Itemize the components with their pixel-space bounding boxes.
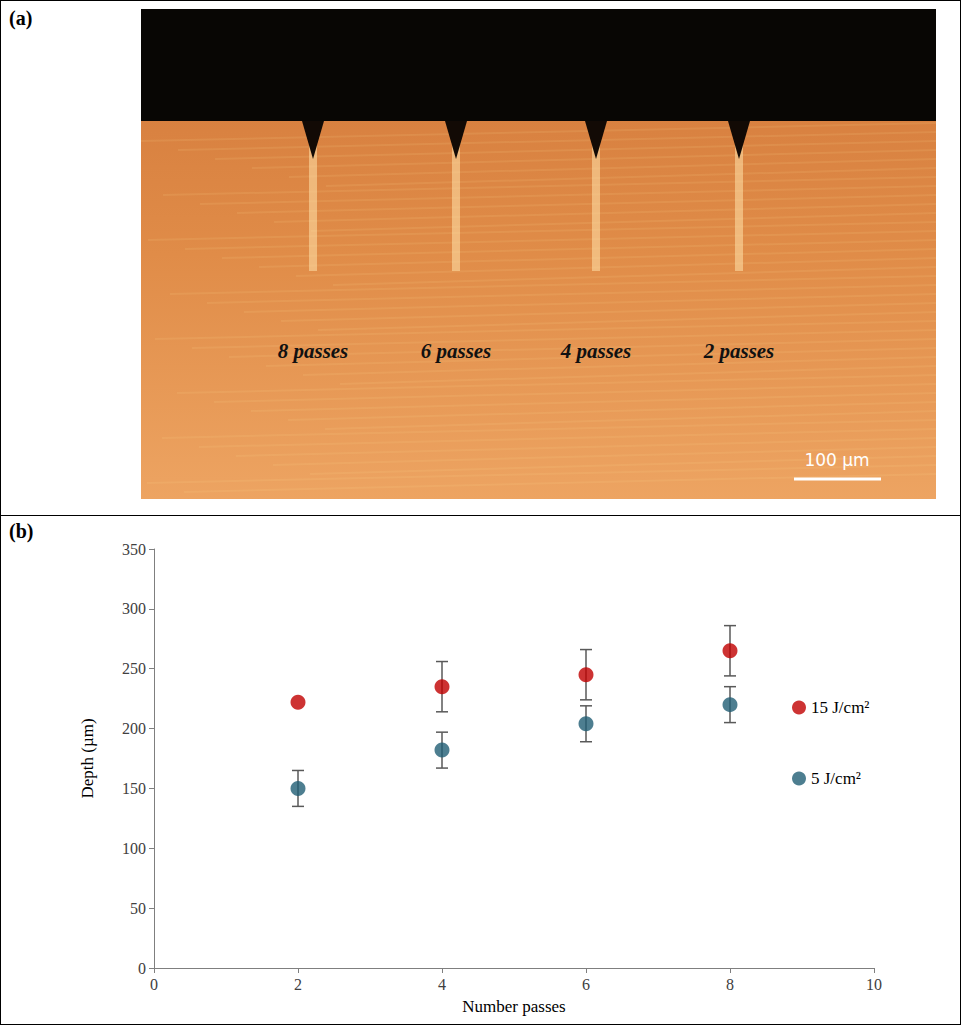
svg-text:250: 250 [122, 660, 146, 677]
svg-text:100 µm: 100 µm [804, 450, 869, 470]
svg-text:2 passes: 2 passes [703, 339, 775, 363]
svg-text:50: 50 [130, 900, 146, 917]
svg-text:200: 200 [122, 720, 146, 737]
svg-text:150: 150 [122, 780, 146, 797]
svg-text:100: 100 [122, 840, 146, 857]
svg-text:350: 350 [122, 541, 146, 558]
svg-text:10: 10 [866, 976, 882, 993]
svg-text:6: 6 [582, 976, 590, 993]
svg-text:4 passes: 4 passes [560, 339, 632, 363]
svg-text:300: 300 [122, 600, 146, 617]
svg-text:15 J/cm²: 15 J/cm² [811, 698, 869, 717]
svg-text:Number passes: Number passes [462, 997, 565, 1016]
svg-text:8 passes: 8 passes [278, 339, 349, 363]
svg-text:6 passes: 6 passes [421, 339, 492, 363]
svg-text:(a): (a) [9, 7, 32, 30]
svg-text:0: 0 [150, 976, 158, 993]
html-text:(b): (b) [9, 520, 34, 542]
svg-text:4: 4 [438, 976, 446, 993]
svg-text:0: 0 [138, 960, 146, 977]
svg-text:5 J/cm²: 5 J/cm² [811, 769, 861, 788]
svg-text:Depth (µm): Depth (µm) [78, 718, 97, 798]
svg-text:8: 8 [726, 976, 734, 993]
svg-text:2: 2 [294, 976, 302, 993]
